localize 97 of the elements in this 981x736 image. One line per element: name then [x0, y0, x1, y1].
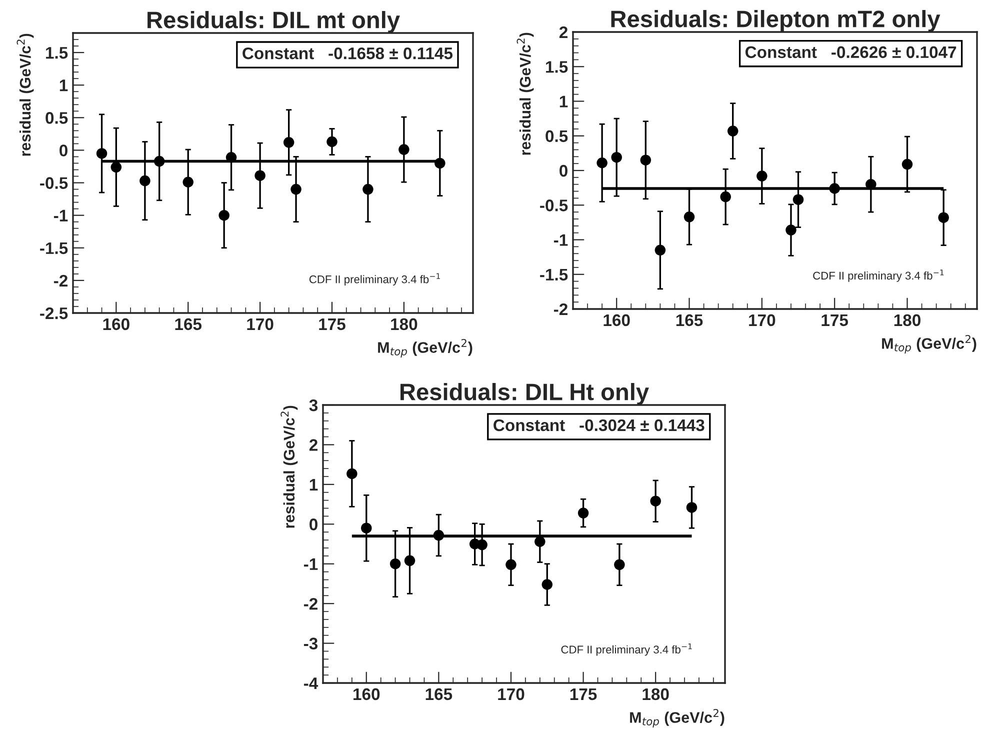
- point: [226, 152, 237, 163]
- y-tick-label: 1: [60, 80, 68, 92]
- y-tick-label: -0.5: [540, 200, 568, 212]
- x-tick-label: 165: [426, 688, 452, 700]
- x-tick-label: 180: [642, 688, 669, 700]
- y-tick-label: 1.5: [546, 61, 568, 73]
- point: [434, 158, 446, 169]
- point: [654, 244, 666, 256]
- y-tick-label: -0.5: [40, 177, 68, 189]
- point: [96, 148, 108, 159]
- x-tick-label: 170: [498, 688, 524, 700]
- y-tick-label: -1.5: [540, 268, 568, 281]
- y-tick-label: -2: [54, 274, 68, 286]
- x-tick-label: 160: [604, 314, 630, 326]
- point: [404, 555, 416, 566]
- y-tick-label: 0: [310, 518, 318, 530]
- point: [720, 191, 731, 202]
- point: [614, 559, 625, 570]
- y-tick-label: 0: [560, 164, 568, 177]
- chart-title: Residuals: DIL Ht only: [400, 382, 649, 405]
- y-tick-label: 3: [309, 399, 318, 412]
- y-tick-label: 2: [559, 26, 568, 38]
- x-tick-label: 175: [822, 314, 848, 326]
- point: [596, 158, 608, 168]
- point: [792, 194, 804, 205]
- point: [390, 558, 401, 570]
- annotation: CDF II preliminary 3.4 fb$^{−1}$: [813, 270, 944, 282]
- x-tick-label: 160: [103, 318, 130, 330]
- point: [433, 530, 444, 541]
- point: [362, 184, 374, 195]
- y-tick-label: -2: [304, 598, 318, 610]
- x-tick-label: 180: [391, 318, 418, 330]
- point: [290, 184, 302, 195]
- point: [902, 158, 913, 170]
- y-tick-label: -3: [304, 638, 318, 650]
- point: [611, 152, 622, 163]
- point: [640, 154, 652, 166]
- point: [283, 137, 294, 148]
- point: [398, 144, 410, 155]
- x-tick-label: 180: [894, 314, 920, 326]
- point: [938, 212, 949, 223]
- annotation: Constant -0.3024 ± 0.1443: [494, 419, 704, 432]
- point: [110, 162, 122, 173]
- y-tick-label: -2: [554, 303, 568, 316]
- y-tick-label: -2.5: [40, 307, 68, 320]
- x-tick-label: 170: [749, 314, 776, 326]
- point: [254, 170, 266, 181]
- point: [578, 508, 589, 518]
- point: [727, 126, 738, 136]
- point: [786, 224, 796, 236]
- x-tick-label: 170: [247, 318, 274, 330]
- point: [866, 178, 876, 190]
- y-tick-label: 1: [560, 96, 568, 108]
- x-tick-label: 160: [354, 688, 380, 700]
- y-tick-label: -1: [554, 234, 568, 246]
- y-tick-label: 0.5: [546, 130, 568, 142]
- y-axis-title: residual (GeV/c$^{2}$): [16, 34, 34, 156]
- point: [182, 176, 194, 188]
- x-tick-label: 175: [319, 318, 346, 330]
- y-tick-label: -4: [304, 678, 318, 690]
- x-axis-title: M$_{top}$ (GeV/c$^{2}$): [882, 334, 976, 354]
- point: [140, 175, 150, 186]
- point: [542, 579, 553, 590]
- point: [218, 210, 230, 221]
- x-tick-label: 165: [676, 314, 703, 326]
- annotation: CDF II preliminary 3.4 fb$^{−1}$: [561, 643, 692, 656]
- point: [534, 536, 546, 547]
- x-tick-label: 175: [570, 688, 597, 700]
- point: [476, 539, 488, 550]
- point: [684, 212, 695, 222]
- point: [326, 136, 338, 148]
- point: [361, 522, 372, 534]
- x-axis-title: M$_{top}$ (GeV/c$^{2}$): [630, 708, 724, 728]
- y-tick-label: -1: [304, 558, 318, 570]
- point: [650, 496, 661, 506]
- annotation: Constant -0.2626 ± 0.1047: [745, 46, 956, 58]
- annotation: CDF II preliminary 3.4 fb$^{−1}$: [309, 273, 440, 286]
- y-tick-label: -1.5: [40, 242, 68, 254]
- x-axis-title: M$_{top}$ (GeV/c$^{2}$): [378, 338, 472, 358]
- point: [154, 156, 165, 167]
- y-tick-label: 0.5: [46, 112, 68, 124]
- y-axis-title: residual (GeV/c$^{2}$): [280, 406, 298, 528]
- point: [346, 468, 358, 480]
- x-tick-label: 165: [175, 318, 202, 330]
- y-axis-title: residual (GeV/c$^{2}$): [516, 32, 534, 155]
- point: [686, 502, 698, 513]
- point: [506, 559, 516, 570]
- annotation: Constant -0.1658 ± 0.1145: [242, 47, 453, 60]
- y-tick-label: 2: [309, 439, 318, 451]
- y-tick-label: -1: [54, 210, 68, 222]
- point: [756, 170, 768, 182]
- y-tick-label: 1.5: [46, 47, 68, 59]
- y-tick-label: 0: [60, 144, 68, 156]
- chart-title: Residuals: DIL mt only: [148, 10, 400, 33]
- y-tick-label: 1: [310, 479, 318, 490]
- chart-title: Residuals: Dilepton mT2 only: [611, 10, 940, 32]
- point: [829, 183, 840, 194]
